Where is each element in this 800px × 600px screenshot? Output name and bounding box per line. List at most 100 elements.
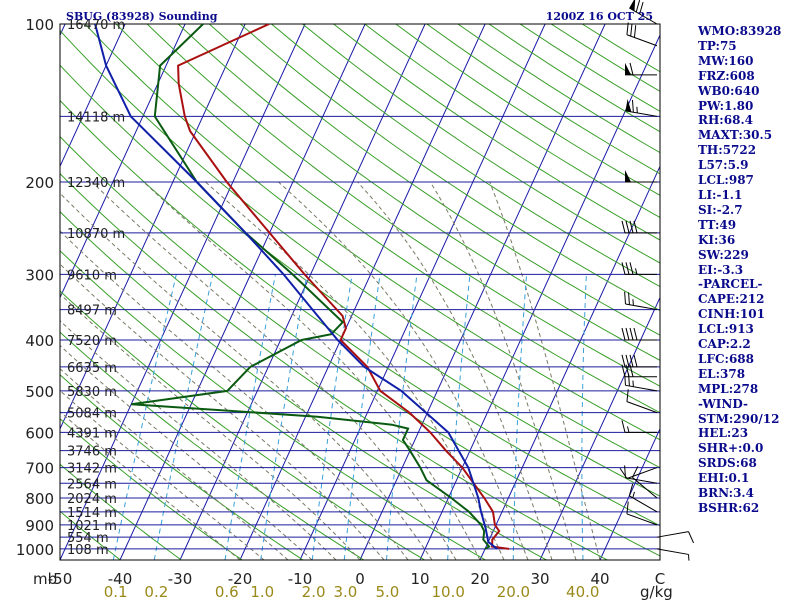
mixing-ratio-tick-label: 0.1 bbox=[104, 583, 128, 600]
isotherm-line bbox=[599, 427, 660, 560]
index-item: HEL:23 bbox=[698, 426, 749, 441]
isotherm-line bbox=[60, 24, 66, 37]
isotherm-line bbox=[60, 24, 246, 430]
wind-barb-feather bbox=[628, 292, 630, 305]
wind-barb bbox=[619, 467, 658, 479]
mixing-ratio-tick-label: 10.0 bbox=[432, 583, 465, 600]
plot-frame bbox=[59, 23, 661, 561]
dewpoint-profile bbox=[131, 24, 491, 550]
mixing-ratio-line bbox=[224, 274, 276, 560]
index-item: SW:229 bbox=[698, 247, 749, 262]
wind-barb-feather bbox=[629, 354, 634, 367]
height-label: 8497 m bbox=[67, 304, 117, 319]
dry-adiabat bbox=[60, 510, 121, 560]
temperature-tick-label: 20 bbox=[470, 570, 489, 588]
height-label: 12340 m bbox=[67, 176, 125, 191]
grid-layer bbox=[0, 24, 660, 560]
wind-barb bbox=[626, 22, 658, 47]
dry-adiabat bbox=[60, 29, 660, 469]
axis-corner-label: mb bbox=[33, 570, 57, 588]
height-label: 10870 m bbox=[67, 227, 125, 242]
profile-layer bbox=[94, 24, 510, 550]
index-item: MPL:278 bbox=[698, 381, 759, 396]
index-item: EL:378 bbox=[698, 366, 746, 381]
temperature-tick-label: -30 bbox=[168, 570, 193, 588]
wind-barb-feather bbox=[632, 466, 639, 478]
height-label: 4391 m bbox=[67, 426, 117, 441]
index-item: WB0:640 bbox=[698, 83, 760, 98]
wind-barb bbox=[632, 466, 658, 499]
temperature-tick-label: C bbox=[655, 570, 665, 588]
dry-adiabat bbox=[60, 463, 182, 560]
parcel-profile bbox=[94, 24, 498, 550]
index-item: CAP:2.2 bbox=[698, 337, 751, 352]
wind-barb-feather bbox=[621, 364, 626, 377]
mixing-ratio-line bbox=[386, 274, 418, 560]
index-item: LFC:688 bbox=[698, 351, 754, 366]
wind-barb-feather bbox=[635, 0, 641, 13]
wind-barb-feather bbox=[631, 99, 634, 113]
isotherm-line bbox=[359, 24, 606, 560]
wind-barb-staff bbox=[625, 110, 658, 117]
mixing-ratio-line bbox=[581, 274, 587, 560]
temperature-tick-label: 40 bbox=[590, 570, 609, 588]
index-item: -PARCEL- bbox=[698, 277, 763, 292]
wind-barb-feather bbox=[621, 262, 626, 275]
wind-barb-flag bbox=[625, 170, 631, 183]
wind-barb-feather bbox=[629, 327, 634, 341]
dry-adiabat bbox=[302, 24, 660, 264]
dry-adiabat bbox=[60, 418, 243, 560]
wind-barb-feather bbox=[626, 501, 629, 514]
height-label: 2024 m bbox=[67, 492, 117, 507]
wind-barb bbox=[625, 99, 658, 117]
temperature-tick-label: -50 bbox=[48, 570, 73, 588]
temperature-tick-label: 30 bbox=[530, 570, 549, 588]
index-item: FRZ:608 bbox=[698, 68, 755, 83]
temperature-tick-label: -20 bbox=[228, 570, 253, 588]
index-item: EHI:0.1 bbox=[698, 471, 750, 486]
wind-barb-staff bbox=[632, 477, 658, 499]
pressure-tick-label: 500 bbox=[25, 383, 54, 401]
moist-adiabat bbox=[60, 389, 265, 560]
mixing-ratio-line bbox=[311, 274, 353, 560]
wind-barb bbox=[621, 220, 657, 234]
index-item: STM:290/12 bbox=[698, 411, 780, 426]
moist-adiabat bbox=[60, 410, 241, 560]
wind-barb-feather bbox=[626, 389, 629, 402]
wind-barb bbox=[621, 420, 657, 433]
index-item: LCL:913 bbox=[698, 322, 754, 337]
dry-adiabat bbox=[60, 99, 660, 527]
dry-adiabat bbox=[60, 290, 425, 560]
wind-barb bbox=[626, 389, 658, 414]
index-item: -WIND- bbox=[698, 396, 748, 411]
wind-barb-staff bbox=[656, 548, 689, 555]
wind-barb-feather bbox=[629, 62, 634, 75]
height-label: 554 m bbox=[67, 531, 109, 546]
wind-barb-staff bbox=[625, 303, 658, 311]
wind-barb-feather bbox=[629, 220, 634, 233]
wind-barb-feather bbox=[621, 354, 626, 367]
pressure-tick-label: 1000 bbox=[16, 541, 54, 559]
mixing-ratio-tick-label: 20.0 bbox=[497, 583, 530, 600]
index-item: CINH:101 bbox=[698, 307, 765, 322]
wind-barb-staff bbox=[625, 384, 658, 392]
isotherm-line bbox=[539, 296, 660, 560]
isotherm-line bbox=[479, 165, 660, 560]
wind-barb bbox=[628, 483, 658, 513]
wind-barb bbox=[626, 501, 658, 526]
wind-barb-feather bbox=[621, 420, 626, 433]
wind-barb-feather bbox=[629, 262, 634, 275]
dry-adiabat bbox=[60, 331, 365, 560]
moist-adiabat bbox=[489, 181, 601, 560]
index-item: SHR+:0.0 bbox=[698, 441, 764, 456]
wind-barb-staff bbox=[626, 513, 658, 526]
wind-barb-layer bbox=[619, 0, 695, 561]
wind-barb bbox=[656, 531, 695, 544]
isotherm-line bbox=[0, 24, 5, 560]
wind-barb-feather bbox=[624, 291, 626, 305]
moist-adiabat bbox=[205, 181, 505, 560]
wind-barb-half-feather bbox=[632, 491, 635, 498]
dry-adiabat bbox=[177, 24, 660, 361]
wind-barb-feather bbox=[621, 327, 626, 341]
